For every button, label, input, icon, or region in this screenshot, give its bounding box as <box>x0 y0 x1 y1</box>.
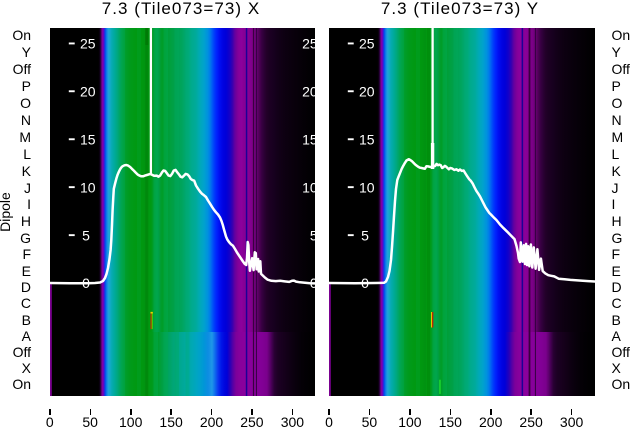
svg-text:5: 5 <box>361 227 369 243</box>
svg-text:25: 25 <box>302 36 315 52</box>
svg-text:15: 15 <box>80 131 96 147</box>
svg-text:0: 0 <box>310 275 315 291</box>
svg-text:10: 10 <box>302 179 315 195</box>
svg-text:15: 15 <box>302 131 315 147</box>
svg-text:25: 25 <box>359 36 375 52</box>
svg-text:10: 10 <box>359 179 375 195</box>
svg-text:20: 20 <box>359 83 375 99</box>
svg-text:0: 0 <box>361 275 369 291</box>
svg-text:5: 5 <box>310 227 315 243</box>
svg-text:15: 15 <box>359 131 375 147</box>
svg-text:20: 20 <box>302 83 315 99</box>
svg-text:20: 20 <box>80 83 96 99</box>
svg-text:5: 5 <box>82 227 90 243</box>
svg-text:25: 25 <box>80 36 96 52</box>
svg-text:0: 0 <box>82 275 90 291</box>
svg-text:10: 10 <box>80 179 96 195</box>
